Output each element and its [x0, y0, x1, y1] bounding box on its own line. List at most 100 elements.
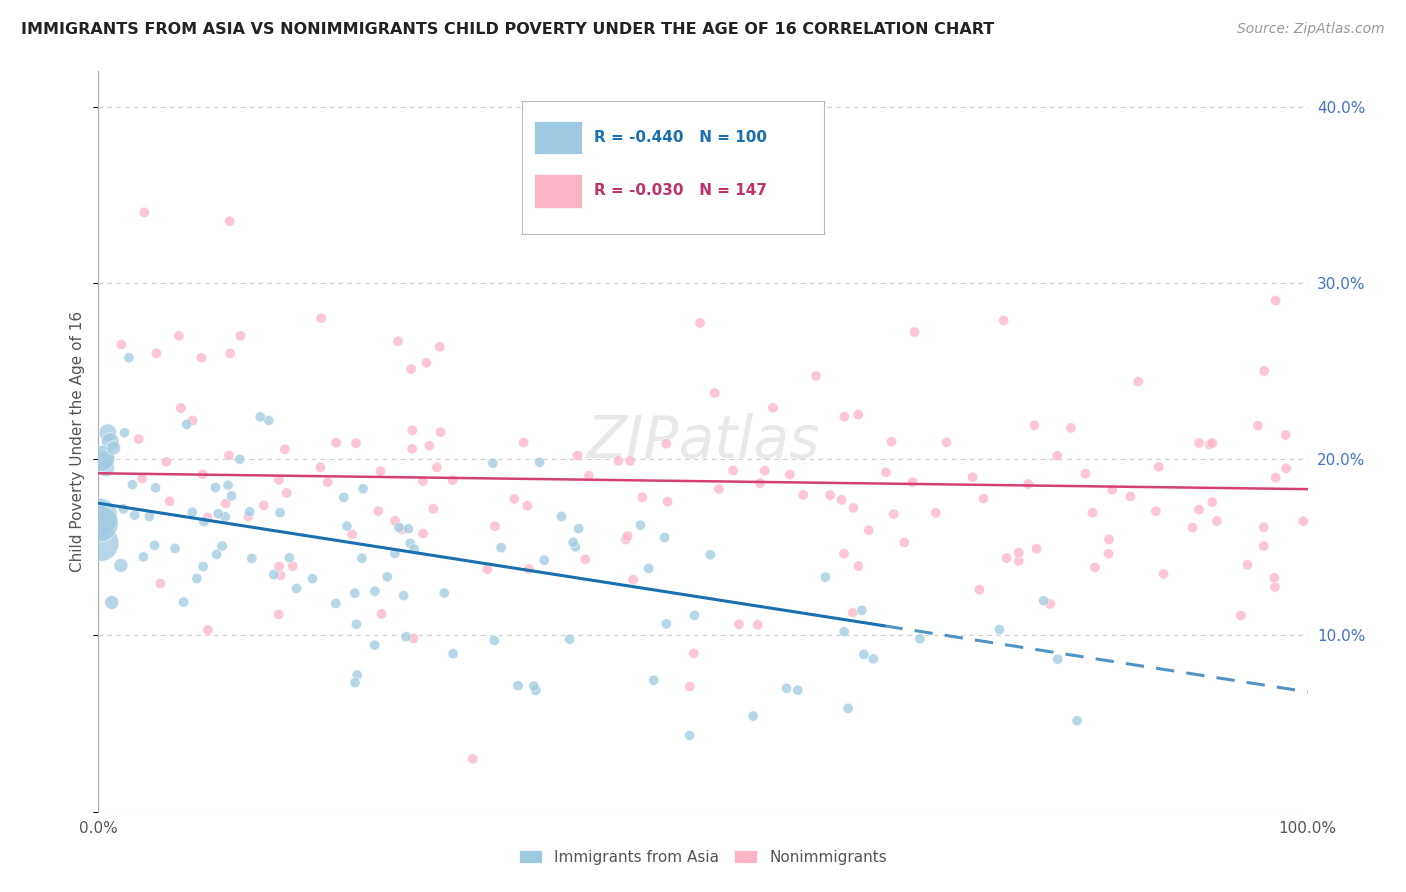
Point: [257, 413, 280, 427]
Point: [689, 316, 711, 330]
Point: [218, 449, 240, 463]
Point: [1274, 428, 1296, 442]
Point: [1128, 375, 1150, 389]
Point: [367, 504, 389, 518]
Point: [1101, 483, 1123, 497]
Point: [278, 550, 301, 565]
Point: [1046, 449, 1069, 463]
Point: [342, 527, 364, 541]
Point: [344, 675, 367, 690]
Point: [562, 535, 585, 549]
Point: [679, 680, 702, 694]
Point: [401, 442, 423, 456]
Point: [370, 607, 392, 621]
Legend: Immigrants from Asia, Nonimmigrants: Immigrants from Asia, Nonimmigrants: [513, 844, 893, 871]
Point: [1264, 580, 1286, 594]
Point: [418, 439, 440, 453]
Point: [721, 463, 744, 477]
Y-axis label: Child Poverty Under the Age of 16: Child Poverty Under the Age of 16: [70, 311, 86, 572]
Point: [267, 559, 290, 574]
Point: [412, 474, 434, 488]
Point: [703, 386, 725, 401]
Point: [818, 488, 841, 502]
Point: [121, 477, 143, 491]
Point: [1081, 506, 1104, 520]
Point: [1008, 546, 1031, 560]
Point: [1236, 558, 1258, 572]
Point: [176, 417, 198, 432]
Point: [110, 337, 132, 351]
Point: [1046, 652, 1069, 666]
Point: [149, 576, 172, 591]
Point: [995, 551, 1018, 566]
Point: [350, 551, 373, 566]
Text: IMMIGRANTS FROM ASIA VS NONIMMIGRANTS CHILD POVERTY UNDER THE AGE OF 16 CORRELAT: IMMIGRANTS FROM ASIA VS NONIMMIGRANTS CH…: [21, 22, 994, 37]
Point: [391, 523, 413, 537]
Point: [204, 481, 226, 495]
Point: [654, 530, 676, 544]
Point: [170, 401, 193, 415]
Point: [352, 482, 374, 496]
Point: [441, 473, 464, 487]
Point: [972, 491, 994, 506]
Point: [205, 547, 228, 561]
Point: [533, 553, 555, 567]
Point: [1229, 608, 1251, 623]
Point: [112, 501, 135, 516]
Point: [925, 506, 948, 520]
Point: [395, 630, 418, 644]
Point: [364, 584, 387, 599]
Point: [94, 453, 117, 467]
Point: [89, 536, 111, 550]
Point: [191, 467, 214, 482]
Point: [388, 520, 411, 534]
Text: ZIP​atlas: ZIP​atlas: [586, 413, 820, 470]
Point: [988, 623, 1011, 637]
Point: [607, 454, 630, 468]
Point: [1060, 421, 1083, 435]
Point: [274, 442, 297, 457]
Point: [219, 346, 242, 360]
Point: [1201, 495, 1223, 509]
Point: [762, 401, 785, 415]
Point: [578, 468, 600, 483]
Point: [786, 683, 808, 698]
Point: [834, 409, 856, 424]
Point: [1264, 293, 1286, 308]
Point: [215, 497, 238, 511]
Point: [173, 595, 195, 609]
Point: [875, 466, 897, 480]
Point: [516, 499, 538, 513]
Point: [214, 509, 236, 524]
Point: [683, 608, 706, 623]
Point: [155, 455, 177, 469]
Point: [655, 436, 678, 450]
Point: [775, 681, 797, 696]
Point: [207, 507, 229, 521]
Point: [643, 673, 665, 688]
Point: [267, 473, 290, 487]
Point: [316, 475, 339, 490]
Point: [249, 409, 271, 424]
Point: [637, 561, 659, 575]
Point: [387, 334, 409, 348]
Point: [429, 340, 451, 354]
Point: [679, 728, 702, 742]
Point: [285, 582, 308, 596]
Point: [281, 559, 304, 574]
Point: [529, 455, 551, 469]
Point: [398, 522, 420, 536]
Point: [325, 435, 347, 450]
Point: [512, 435, 534, 450]
Point: [90, 451, 112, 466]
Point: [412, 526, 434, 541]
Point: [1264, 471, 1286, 485]
Text: Source: ZipAtlas.com: Source: ZipAtlas.com: [1237, 22, 1385, 37]
Point: [124, 508, 146, 523]
Point: [399, 536, 422, 550]
Point: [343, 586, 366, 600]
Point: [1074, 467, 1097, 481]
Point: [325, 596, 347, 610]
Point: [564, 540, 586, 554]
Point: [846, 408, 869, 422]
